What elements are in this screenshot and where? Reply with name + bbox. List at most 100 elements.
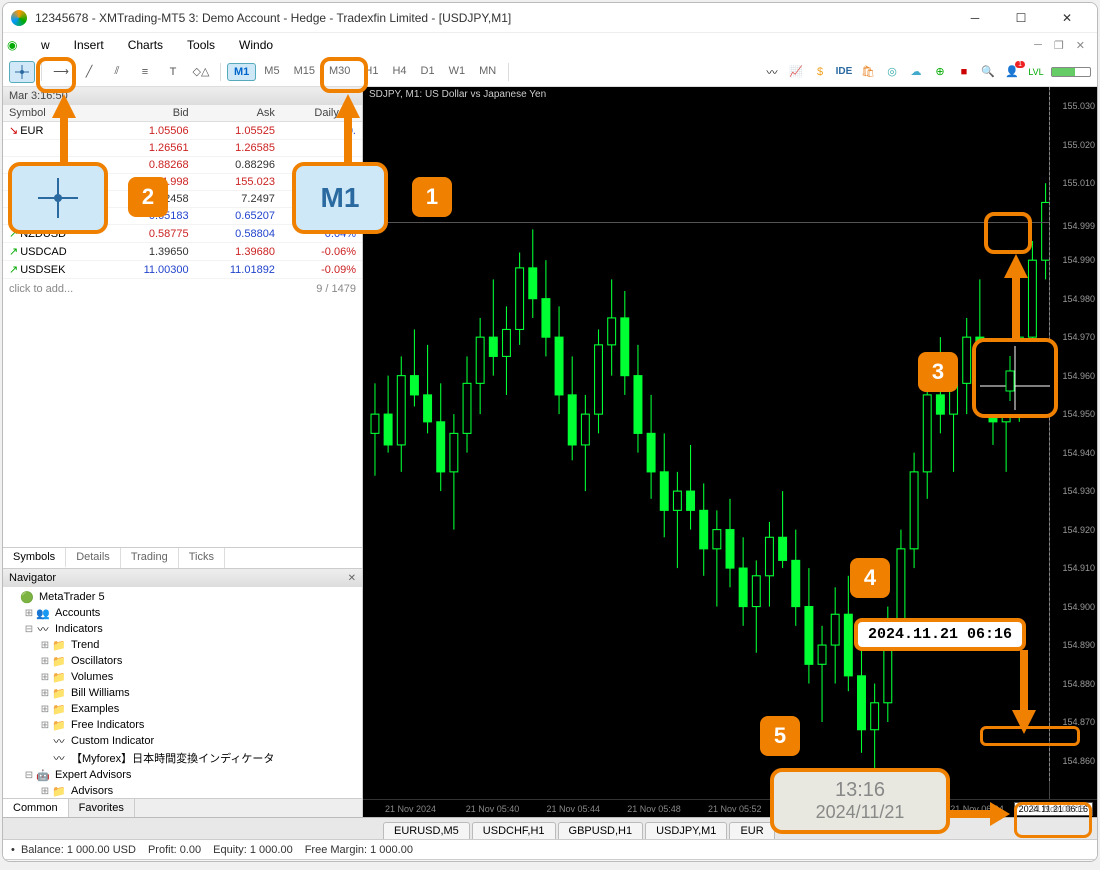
mdi-close-icon[interactable]: ✕ — [1076, 39, 1085, 52]
app-window: 12345678 - XMTrading-MT5 3: Demo Account… — [2, 2, 1098, 862]
timeframe-m1-button[interactable]: M1 — [227, 63, 256, 81]
timeframe-w1-button[interactable]: W1 — [443, 63, 472, 81]
chart-tab[interactable]: EURUSD,M5 — [383, 822, 470, 839]
ea-icon: 🤖 — [35, 768, 51, 782]
nav-node[interactable]: ⊟〰Indicators — [7, 621, 358, 637]
chart-type-icon[interactable]: 〰 — [763, 63, 781, 81]
market-watch-add[interactable]: click to add... 9 / 1479 — [3, 279, 362, 299]
chart-tab[interactable]: USDCHF,H1 — [472, 822, 556, 839]
ide-button[interactable]: IDE — [835, 63, 853, 81]
nav-node[interactable]: ⊟🤖Expert Advisors — [7, 767, 358, 783]
ind-icon: 〰 — [35, 622, 51, 636]
signals-icon[interactable]: ◎ — [883, 63, 901, 81]
connection-bar — [1051, 67, 1091, 77]
mw-tab-trading[interactable]: Trading — [121, 548, 179, 568]
candlestick-chart — [363, 87, 1097, 799]
mw-tab-details[interactable]: Details — [66, 548, 121, 568]
nav-node[interactable]: ⊞👥Accounts — [7, 605, 358, 621]
callout-pointer-1 — [336, 94, 360, 164]
chart-panel: SDJPY, M1: US Dollar vs Japanese Yen 155… — [363, 87, 1097, 817]
shapes-tool-button[interactable]: ◇△ — [188, 61, 214, 83]
callout-candle-zoom — [972, 338, 1058, 418]
chart-tab[interactable]: GBPUSD,H1 — [558, 822, 644, 839]
mw-col-ask[interactable]: Ask — [195, 105, 281, 122]
menu-insert[interactable]: Insert — [62, 36, 116, 54]
nav-node[interactable]: 〰【Myforex】日本時間変換インディケータ — [7, 749, 358, 767]
vps-icon[interactable]: ☁ — [907, 63, 925, 81]
crosshair-icon — [38, 178, 78, 218]
price-tick: 154.950 — [1062, 409, 1095, 419]
equidistant-tool-button[interactable]: ≡ — [132, 61, 158, 83]
menu-w[interactable]: w — [29, 36, 62, 54]
minimize-button[interactable]: ─ — [953, 4, 997, 32]
folder-icon: 📁 — [51, 638, 67, 652]
nav-node[interactable]: ⊞📁Volumes — [7, 669, 358, 685]
price-tick: 154.860 — [1062, 756, 1095, 766]
timeframe-m5-button[interactable]: M5 — [258, 63, 285, 81]
navigator-close-icon[interactable]: ✕ — [348, 573, 356, 584]
acc-icon: 👥 — [35, 606, 51, 620]
algo-trading-icon[interactable]: ⊕ — [931, 63, 949, 81]
chart-props-icon[interactable]: 📈 — [787, 63, 805, 81]
callout-candle-highlight — [984, 212, 1032, 254]
close-button[interactable]: ✕ — [1045, 4, 1089, 32]
channel-tool-button[interactable]: ⫽ — [104, 61, 130, 83]
app-icon — [11, 10, 27, 26]
nav-node[interactable]: ⊞📁Advisors — [7, 783, 358, 798]
callout-number-3: 3 — [918, 352, 958, 392]
level-icon[interactable]: LVL — [1027, 63, 1045, 81]
menu-tools[interactable]: Tools — [175, 36, 227, 54]
price-tick: 154.990 — [1062, 255, 1095, 265]
mw-row[interactable]: USDCAD1.396501.39680-0.06% — [3, 243, 362, 261]
nav-node[interactable]: ⊞📁Free Indicators — [7, 717, 358, 733]
time-tick: 21 Nov 2024 — [385, 804, 436, 814]
callout-datetime-label: 2024.11.21 06:16 — [854, 618, 1026, 651]
nav-node[interactable]: ⊞📁Oscillators — [7, 653, 358, 669]
time-tick: 21 Nov 05:52 — [708, 804, 762, 814]
price-tick: 155.030 — [1062, 101, 1095, 111]
chart-tab[interactable]: EUR — [729, 822, 774, 839]
nav-node[interactable]: ⊞📁Bill Williams — [7, 685, 358, 701]
stop-icon[interactable]: ■ — [955, 63, 973, 81]
menu-windo[interactable]: Windo — [227, 36, 285, 54]
callout-clock-bubble: 13:16 2024/11/21 — [770, 768, 950, 834]
mdi-restore-icon[interactable]: ❐ — [1054, 39, 1064, 52]
text-tool-button[interactable]: T — [160, 61, 186, 83]
mdi-minimize-icon[interactable]: ─ — [1034, 39, 1042, 52]
mt-icon: 🟢 — [19, 590, 35, 604]
mw-col-bid[interactable]: Bid — [108, 105, 194, 122]
price-tick: 154.910 — [1062, 563, 1095, 573]
mw-tab-ticks[interactable]: Ticks — [179, 548, 225, 568]
search-icon[interactable]: 🔍 — [979, 63, 997, 81]
alerts-icon[interactable]: 👤1 — [1003, 63, 1021, 81]
mw-tab-symbols[interactable]: Symbols — [3, 548, 66, 568]
mt-icon: ◉ — [7, 38, 21, 52]
timeframe-mn-button[interactable]: MN — [473, 63, 502, 81]
menu-charts[interactable]: Charts — [116, 36, 175, 54]
nav-node[interactable]: 🟢MetaTrader 5 — [7, 589, 358, 605]
current-price-line — [363, 222, 1049, 223]
trendline-tool-button[interactable]: ╱ — [76, 61, 102, 83]
wave-icon: 〰 — [51, 751, 67, 765]
maximize-button[interactable]: ☐ — [999, 4, 1043, 32]
folder-icon: 📁 — [51, 784, 67, 798]
timeframe-h4-button[interactable]: H4 — [386, 63, 412, 81]
menubar: ◉ wInsertChartsToolsWindo ─ ❐ ✕ — [3, 33, 1097, 57]
chart-area[interactable]: SDJPY, M1: US Dollar vs Japanese Yen 155… — [363, 87, 1097, 799]
nav-node[interactable]: ⊞📁Trend — [7, 637, 358, 653]
timeframe-m15-button[interactable]: M15 — [288, 63, 321, 81]
price-tick: 154.960 — [1062, 371, 1095, 381]
market-icon[interactable]: 🛍 — [859, 63, 877, 81]
dollar-icon[interactable]: $ — [811, 63, 829, 81]
nav-node[interactable]: ⊞📁Examples — [7, 701, 358, 717]
callout-crosshair-highlight — [36, 57, 76, 93]
window-title: 12345678 - XMTrading-MT5 3: Demo Account… — [35, 11, 953, 25]
timeframe-d1-button[interactable]: D1 — [415, 63, 441, 81]
navigator-title: Navigator — [9, 572, 56, 584]
nav-node[interactable]: 〰Custom Indicator — [7, 733, 358, 749]
mw-row[interactable]: USDSEK11.0030011.01892-0.09% — [3, 261, 362, 279]
nav-tab-favorites[interactable]: Favorites — [69, 799, 135, 817]
chart-tab[interactable]: USDJPY,M1 — [645, 822, 727, 839]
nav-tab-common[interactable]: Common — [3, 799, 69, 817]
crosshair-tool-button[interactable] — [9, 61, 35, 83]
